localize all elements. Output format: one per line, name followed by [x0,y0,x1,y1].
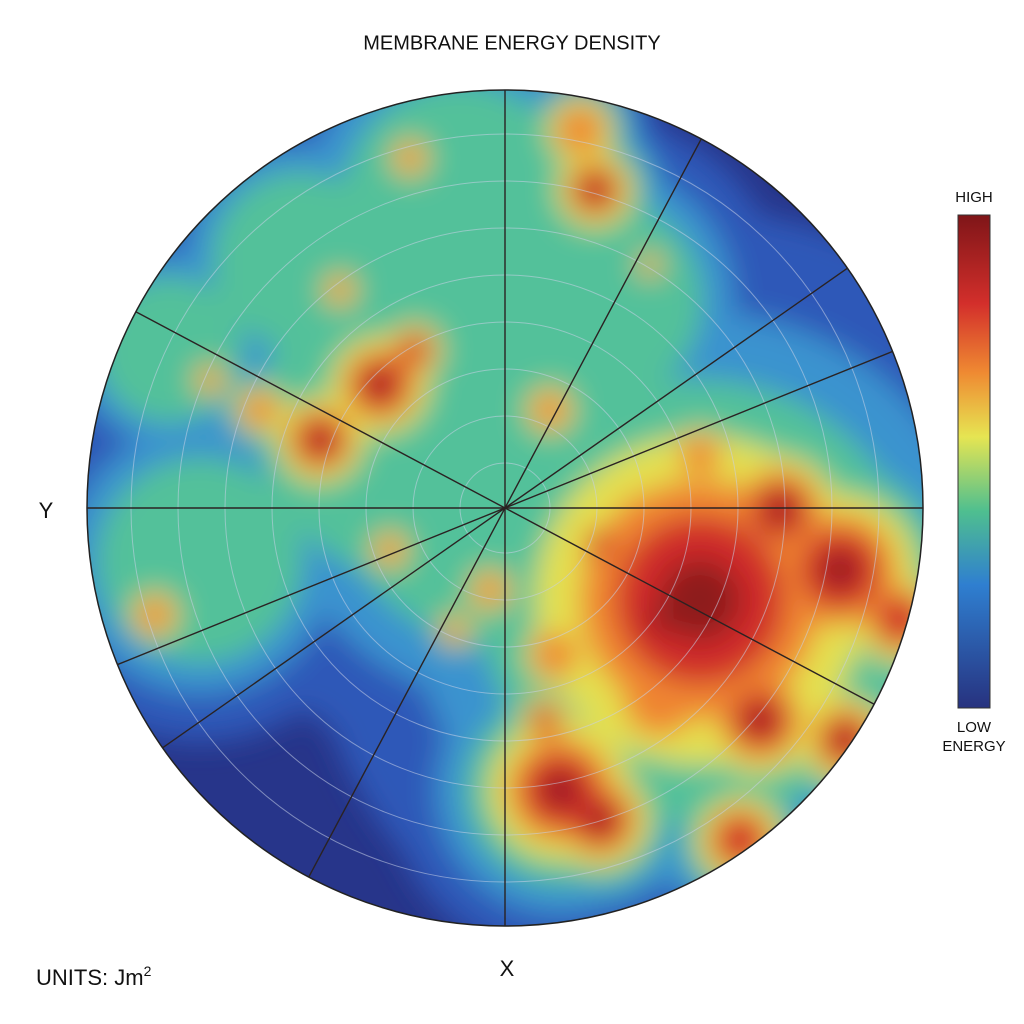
heat-blob [588,808,612,832]
heat-blob [532,707,558,733]
colorbar-low-label: LOW [957,719,992,736]
heat-blob [327,277,353,303]
heat-disc [87,90,923,926]
spoke [115,350,895,666]
heat-blob [395,143,425,173]
heat-blob [556,106,604,154]
heat-blob [624,664,696,736]
heat-blob [821,551,859,589]
heat-blob [542,772,578,808]
colorbar [957,214,991,709]
heat-field [87,90,923,926]
spokes [87,90,923,926]
units-label: UNITS: Jm2 [36,963,152,990]
disc-border [86,89,924,927]
heat-blob [746,706,774,734]
heat-blob [587,532,613,558]
heat-blob [585,180,605,200]
heat-blob [648,608,672,632]
colorbar-low-label: ENERGY [942,738,1005,755]
heat-blob [766,496,794,524]
heat-blob [401,336,429,364]
heat-blob [368,373,392,397]
heat-blob [660,560,740,640]
heat-blob [474,574,506,606]
x-axis-label: X [500,956,515,981]
heat-blob [717,817,763,863]
heat-blob [680,435,720,475]
heat-blob [877,597,923,643]
colorbar-high-label: HIGH [955,189,993,206]
heat-blob [532,632,578,678]
units-text: UNITS: Jm [36,965,144,990]
y-axis-label: Y [39,498,54,523]
heat-blob [640,255,660,275]
heat-blob [532,392,568,428]
units-exponent: 2 [144,963,152,979]
heat-blob [137,597,173,633]
heat-blob [198,368,222,392]
heat-blob [443,618,467,642]
chart-title: MEMBRANE ENERGY DENSITY [363,32,660,54]
heat-blob [309,429,331,451]
heat-blob [242,392,278,428]
